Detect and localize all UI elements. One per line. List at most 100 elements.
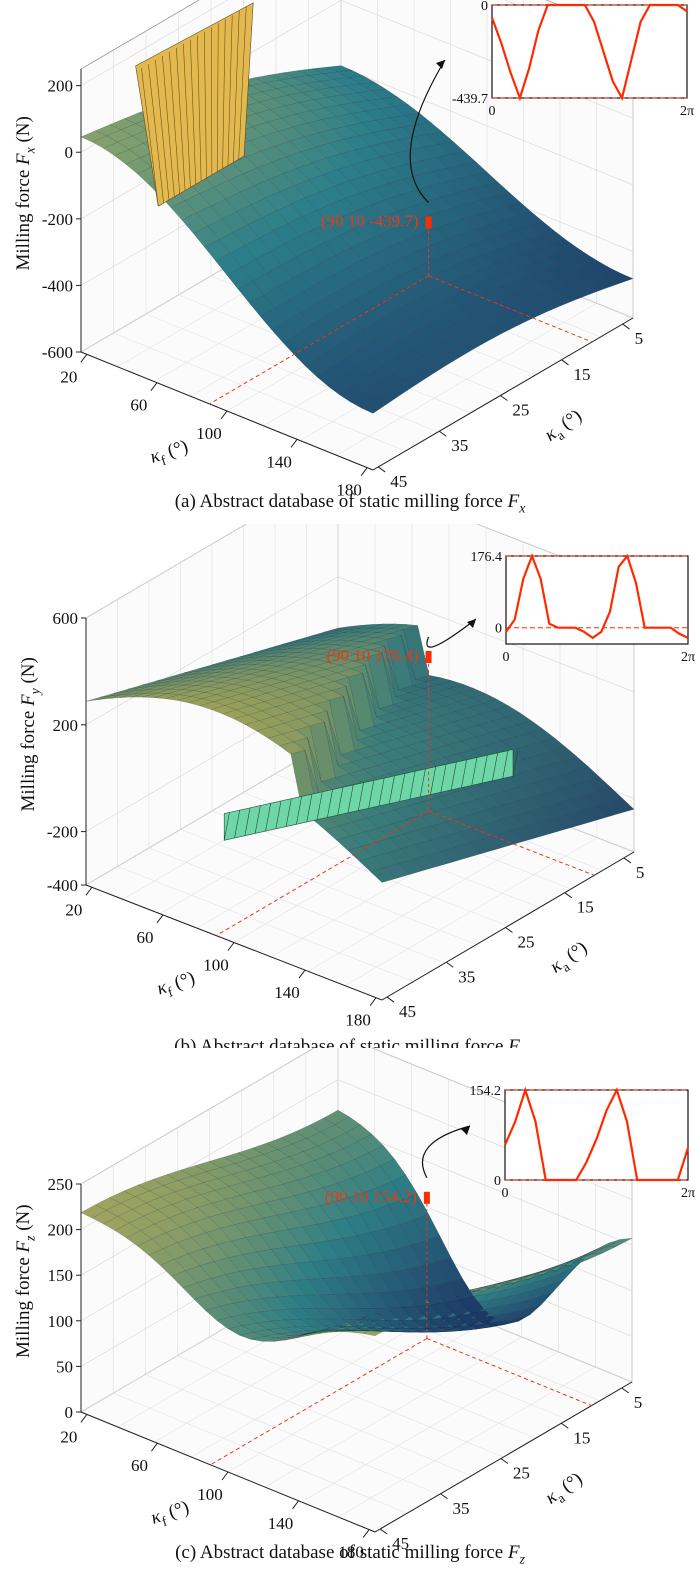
projection-ka [428, 810, 595, 876]
x-tick-label: 100 [196, 424, 222, 443]
plateau-edge [222, 19, 226, 169]
x-tick [369, 997, 377, 1007]
grid-line [337, 1124, 633, 1246]
z-tick-label: 0 [65, 143, 74, 162]
z-axis: 200 0 -200 -400 -600 Milling force Fx (N) [13, 69, 82, 362]
inset-series-line [490, 3, 688, 102]
y-tick [440, 1493, 448, 1500]
plateau-edge [183, 43, 191, 188]
y-tick [500, 395, 508, 401]
plateau-edge [176, 47, 186, 191]
x-axis-label: κf (°) [154, 968, 198, 1003]
highlight-point: (90 10 -439.7) [209, 211, 593, 405]
y-tick-label: 25 [512, 401, 529, 420]
y-axis-label: κa (°) [541, 1468, 588, 1511]
y-axis: 45 35 25 15 5 κa (°) [374, 1381, 642, 1553]
surface-patch [606, 1238, 633, 1247]
x-axis-label: κf (°) [147, 436, 191, 471]
x-tick-label: 180 [336, 481, 362, 500]
panel-fx: 200 0 -200 -400 -600 Milling force Fx (N) 20 60… [0, 0, 700, 524]
y-tick-label: 35 [458, 967, 475, 986]
x-tick [80, 354, 88, 363]
plateau-edge [162, 55, 175, 197]
x-tick [362, 1529, 370, 1538]
figure-caption: (a) Abstract database of static milling … [175, 491, 526, 515]
x-tick-label: 100 [203, 956, 229, 975]
cliff-edge [337, 787, 344, 816]
grid-line [80, 1033, 339, 1185]
y-tick-label: 15 [573, 1428, 590, 1447]
x-tick [85, 886, 93, 896]
x-tick [151, 1442, 158, 1452]
projection-ka [426, 1337, 592, 1407]
y-tick-label: 45 [399, 1002, 416, 1021]
callout-arrowhead [436, 60, 445, 69]
y-axis-line [374, 1381, 633, 1533]
cliff-edge [440, 764, 447, 793]
y-tick [379, 1528, 388, 1535]
plateau-block [135, 2, 254, 207]
z-tick-label: -400 [47, 876, 78, 895]
x-tick-label: 20 [65, 900, 82, 919]
cliff-edge [368, 780, 375, 809]
x-tick-label: 60 [136, 928, 153, 947]
plateau-edge [141, 68, 159, 207]
cliff-edge [430, 766, 437, 795]
z-tick-label: 50 [56, 1357, 73, 1376]
figure-caption: (b) Abstract database of static milling … [174, 1036, 527, 1048]
y-tick [445, 961, 454, 968]
cliff-edge [306, 794, 313, 823]
x-axis: 20 60 100 140 180 κf (°) [60, 1411, 376, 1562]
y-axis-line [381, 851, 635, 1001]
highlight-point: (90 10 176.4) [215, 646, 595, 937]
surface-chart-fy: 600 200 -200 -400 Milling force Fy (N) 20 60 10… [18, 469, 695, 1060]
inset-y-tick-label: 0 [494, 1174, 501, 1189]
y-tick [439, 430, 447, 437]
cliff-edge [419, 768, 426, 797]
plateau-edge [203, 31, 207, 179]
surface [85, 623, 635, 883]
inset-x-tick-label: 0 [489, 104, 496, 119]
cliff-edge [358, 782, 364, 811]
y-axis: 45 35 25 15 5 κa (°) [381, 851, 644, 1021]
y-tick [505, 927, 513, 933]
x-tick-label: 60 [131, 1456, 148, 1475]
y-tick [623, 857, 632, 864]
cliff-edge [492, 752, 498, 781]
inset-plot: 154.2 00 2π [470, 1084, 696, 1201]
y-tick-label: 35 [453, 1499, 470, 1518]
x-axis: 20 60 100 140 180 κf (°) [65, 884, 383, 1030]
y-tick [564, 892, 572, 899]
inset-y-tick-label: 0 [495, 622, 502, 637]
point-marker [425, 216, 432, 229]
grid-line [209, 1336, 504, 1458]
x-tick [292, 1500, 299, 1510]
point-annotation: (90 10 154.2) [325, 1187, 417, 1206]
callout-arrow [421, 1125, 471, 1179]
callout-arrow [409, 59, 446, 203]
y-axis: 45 35 25 15 5 κa (°) [372, 317, 643, 491]
z-tick-label: -200 [47, 823, 78, 842]
y-tick-label: 25 [513, 1464, 530, 1483]
z-axis-label: Milling force Fx (N) [13, 116, 37, 270]
inset-y-tick-label: -439.7 [452, 92, 488, 107]
projection-kf [209, 275, 429, 405]
y-axis-line [372, 317, 634, 471]
z-tick-label: 200 [53, 716, 79, 735]
y-tick [561, 359, 569, 366]
cliff-edge [234, 810, 241, 839]
cliff-edge [461, 759, 467, 788]
x-tick [80, 1414, 88, 1423]
surface [80, 2, 634, 414]
cliff-edge [378, 778, 385, 807]
grid-line [80, 0, 229, 86]
callout-curve [426, 618, 477, 648]
surface-patch [606, 273, 634, 284]
callout-curve [409, 59, 446, 203]
inset-frame [504, 1089, 689, 1181]
inset-x-tick-label: 2π [681, 650, 695, 665]
cliff-edge [502, 750, 509, 779]
x-tick [221, 1471, 229, 1481]
inset-x-tick-label: 0 [502, 1186, 509, 1201]
inset-x-tick-label: 2π [680, 104, 694, 119]
